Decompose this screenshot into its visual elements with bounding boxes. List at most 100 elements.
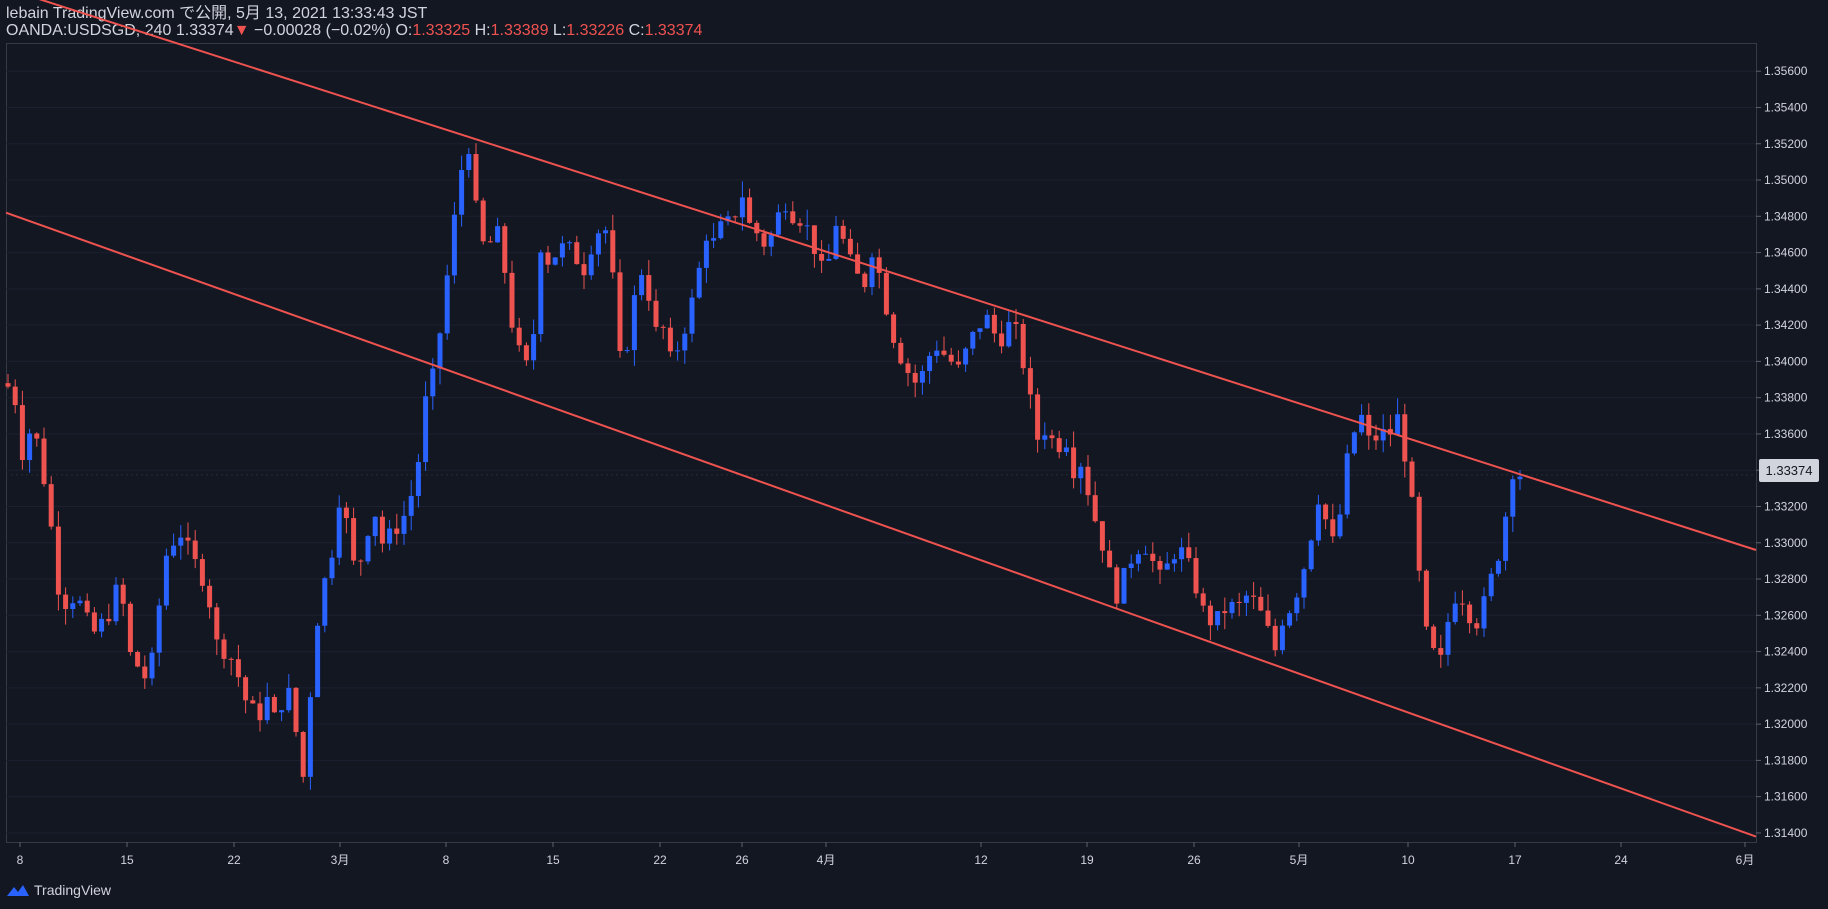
candle-body — [840, 225, 846, 239]
symbol-label[interactable]: OANDA:USDSGD, 240 — [6, 22, 172, 39]
candle-body — [523, 345, 529, 361]
candle-body — [811, 225, 817, 254]
y-tick-label: 1.35600 — [1764, 64, 1808, 78]
chart-pane[interactable] — [6, 43, 1757, 843]
candle-body — [228, 658, 234, 660]
y-tick-label: 1.32400 — [1764, 645, 1808, 659]
ohlc-line: OANDA:USDSGD, 240 1.33374▼ −0.00028 (−0.… — [6, 22, 702, 39]
candle-body — [703, 240, 709, 268]
candle-body — [538, 252, 544, 335]
open-value: 1.33325 — [412, 22, 471, 39]
y-tick-label: 1.34000 — [1764, 354, 1808, 368]
candle-body — [1467, 604, 1473, 624]
candle-body — [826, 258, 832, 261]
candle-body — [624, 350, 630, 352]
candle-body — [653, 300, 659, 327]
candle-body — [531, 334, 537, 361]
footer-brand[interactable]: TradingView — [6, 879, 111, 901]
candle-body — [55, 526, 61, 595]
candle-body — [451, 214, 457, 276]
x-tick-label: 3月 — [331, 853, 350, 867]
candle-body — [660, 326, 666, 328]
candle-body — [898, 342, 904, 364]
x-tick-label: 22 — [653, 853, 667, 867]
candle-body — [257, 703, 263, 721]
channel-lower-line[interactable] — [5, 211, 1757, 838]
candle-body — [761, 233, 767, 247]
candle-body — [1445, 621, 1451, 655]
candle-body — [1395, 414, 1401, 435]
candle-body — [646, 275, 652, 301]
candle-body — [214, 607, 220, 640]
candle-body — [1272, 625, 1278, 651]
candle-body — [919, 371, 925, 383]
candle-body — [1287, 613, 1293, 626]
price-change: −0.00028 (−0.02%) — [253, 22, 391, 39]
candle-body — [1344, 453, 1350, 515]
candle-body — [869, 257, 875, 288]
candle-body — [1258, 596, 1264, 611]
candle-body — [862, 273, 868, 288]
y-tick-label: 1.31400 — [1764, 826, 1808, 840]
close-label: C: — [628, 22, 645, 39]
candle-body — [1315, 504, 1321, 541]
candle-body — [48, 484, 54, 527]
channel-upper-line[interactable] — [10, 0, 1757, 551]
candle-body — [516, 327, 522, 346]
x-tick-label: 22 — [227, 853, 241, 867]
candle-body — [250, 700, 256, 704]
candle-body — [293, 687, 299, 732]
candle-body — [12, 386, 18, 406]
candle-body — [300, 731, 306, 777]
candle-body — [977, 328, 983, 332]
candle-body — [1085, 466, 1091, 496]
candle-body — [689, 297, 695, 334]
candle-body — [149, 652, 155, 679]
candle-body — [675, 350, 681, 352]
candle-body — [1171, 559, 1177, 564]
candle-body — [1179, 547, 1185, 560]
candle-body — [955, 361, 961, 365]
candle-body — [423, 396, 429, 463]
candle-body — [545, 252, 551, 265]
candle-body — [509, 272, 515, 328]
candle-body — [1092, 495, 1098, 522]
candle-body — [1049, 435, 1055, 439]
x-tick-label: 15 — [546, 853, 560, 867]
candle-body — [711, 238, 717, 241]
candle-body — [113, 584, 119, 622]
down-arrow-icon: ▼ — [233, 22, 250, 39]
candle-body — [1452, 603, 1458, 622]
candle-body — [459, 170, 465, 215]
candle-body — [264, 696, 270, 721]
candle-body — [567, 242, 573, 244]
candle-body — [1416, 496, 1422, 571]
candle-body — [279, 710, 285, 713]
candle-body — [617, 272, 623, 351]
candle-body — [1423, 570, 1429, 627]
candle-body — [595, 233, 601, 255]
candle-body — [77, 600, 83, 604]
candle-body — [199, 559, 205, 586]
candle-body — [192, 540, 198, 560]
candle-body — [99, 618, 105, 632]
candle-body — [927, 355, 933, 372]
x-tick-label: 26 — [735, 853, 749, 867]
x-tick-label: 17 — [1508, 853, 1522, 867]
candle-body — [156, 605, 162, 653]
candle-body — [415, 462, 421, 496]
y-tick-label: 1.35200 — [1764, 137, 1808, 151]
candle-body — [847, 238, 853, 255]
y-tick-label: 1.35400 — [1764, 100, 1808, 114]
candle-body — [1380, 429, 1386, 441]
candle-body — [480, 200, 486, 242]
candle-body — [790, 211, 796, 224]
x-tick-label: 6月 — [1736, 853, 1755, 867]
y-tick-label: 1.31800 — [1764, 753, 1808, 767]
candle-body — [401, 515, 407, 534]
candle-body — [437, 333, 443, 369]
candle-body — [1503, 516, 1509, 561]
candle-body — [387, 528, 393, 544]
candle-body — [639, 275, 645, 296]
